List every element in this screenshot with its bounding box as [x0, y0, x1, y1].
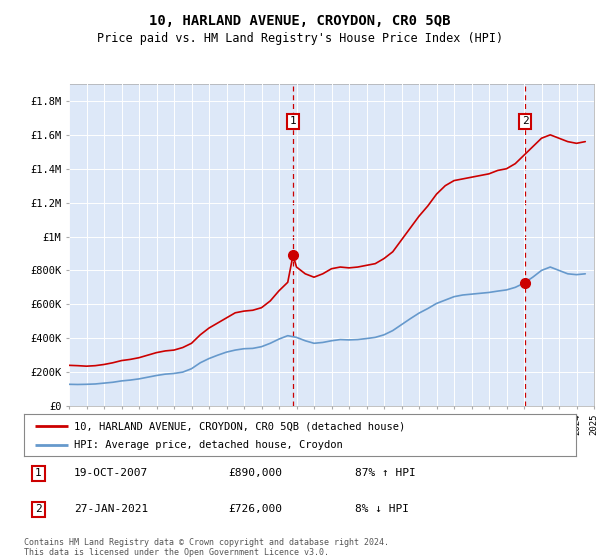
Text: 10, HARLAND AVENUE, CROYDON, CR0 5QB (detached house): 10, HARLAND AVENUE, CROYDON, CR0 5QB (de… [74, 421, 405, 431]
Text: 10, HARLAND AVENUE, CROYDON, CR0 5QB: 10, HARLAND AVENUE, CROYDON, CR0 5QB [149, 14, 451, 28]
Text: HPI: Average price, detached house, Croydon: HPI: Average price, detached house, Croy… [74, 440, 343, 450]
Text: £890,000: £890,000 [228, 468, 282, 478]
Text: 1: 1 [35, 468, 42, 478]
Text: 2: 2 [35, 505, 42, 515]
Text: 2: 2 [522, 116, 529, 127]
Text: 27-JAN-2021: 27-JAN-2021 [74, 505, 148, 515]
Text: £726,000: £726,000 [228, 505, 282, 515]
Text: Contains HM Land Registry data © Crown copyright and database right 2024.
This d: Contains HM Land Registry data © Crown c… [24, 538, 389, 557]
Text: 19-OCT-2007: 19-OCT-2007 [74, 468, 148, 478]
Text: 8% ↓ HPI: 8% ↓ HPI [355, 505, 409, 515]
Text: 87% ↑ HPI: 87% ↑ HPI [355, 468, 416, 478]
Text: Price paid vs. HM Land Registry's House Price Index (HPI): Price paid vs. HM Land Registry's House … [97, 32, 503, 45]
Text: 1: 1 [290, 116, 296, 127]
